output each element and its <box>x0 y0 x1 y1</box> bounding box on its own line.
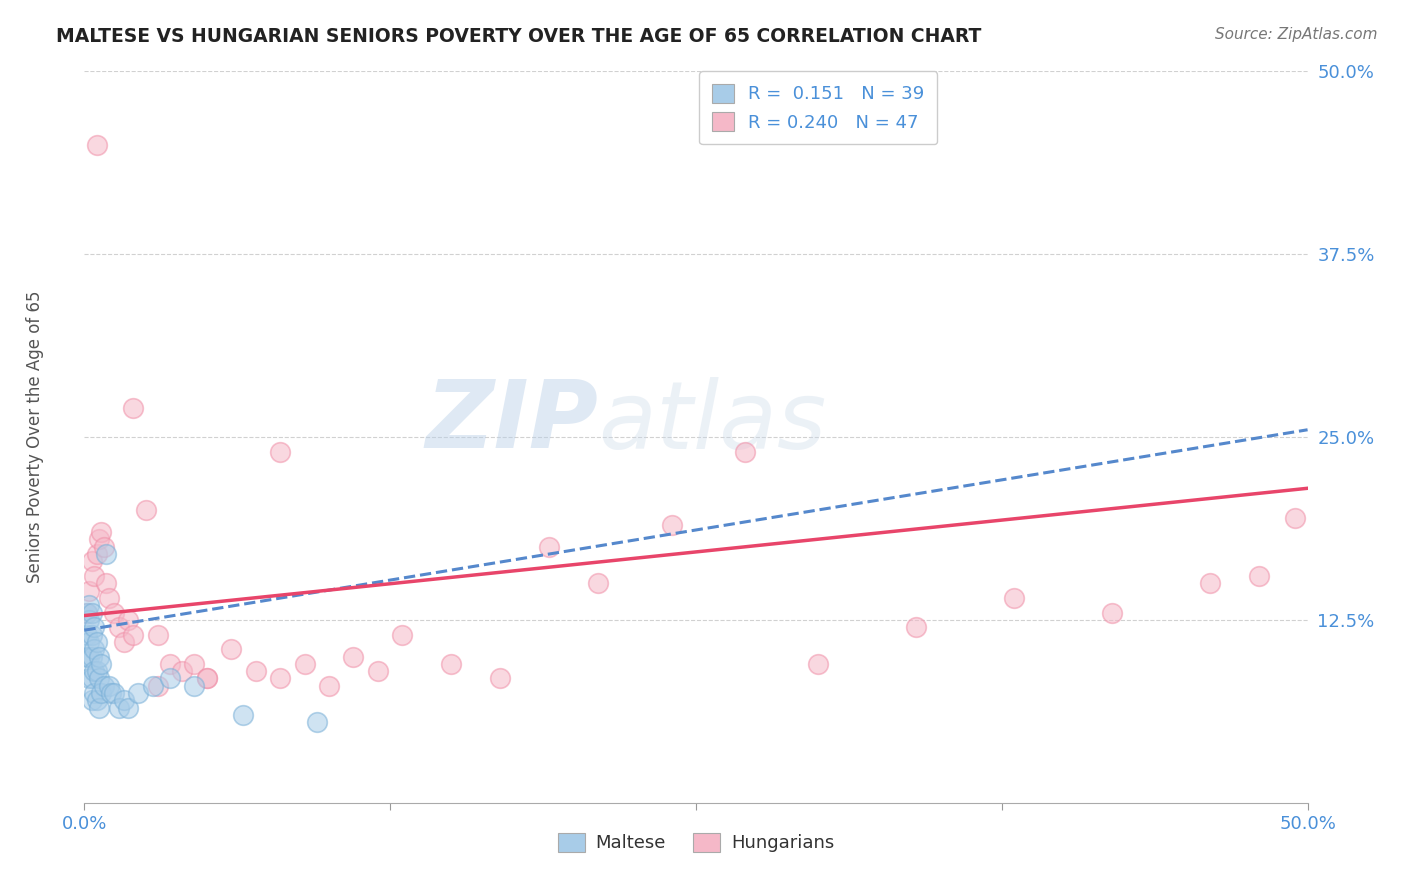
Point <box>107 620 129 634</box>
Point <box>93 679 115 693</box>
Text: ZIP: ZIP <box>425 376 598 468</box>
Point <box>103 606 125 620</box>
Point <box>90 525 112 540</box>
Point <box>80 554 103 568</box>
Point <box>734 444 756 458</box>
Point <box>1198 576 1220 591</box>
Point <box>97 591 120 605</box>
Point <box>219 642 242 657</box>
Point <box>1101 606 1123 620</box>
Point <box>87 672 110 686</box>
Point <box>122 627 145 641</box>
Point <box>77 635 100 649</box>
Text: atlas: atlas <box>598 377 827 468</box>
Point <box>146 679 169 693</box>
Point <box>87 533 110 547</box>
Point <box>100 686 122 700</box>
Point <box>195 672 218 686</box>
Point <box>112 635 135 649</box>
Point <box>97 679 120 693</box>
Point <box>76 606 98 620</box>
Point <box>146 627 169 641</box>
Point <box>318 679 340 693</box>
Point <box>367 664 389 678</box>
Point <box>86 664 108 678</box>
Point <box>86 137 108 152</box>
Point <box>183 657 205 671</box>
Point <box>135 503 157 517</box>
Point <box>80 606 103 620</box>
Point <box>77 613 100 627</box>
Point <box>159 672 181 686</box>
Point <box>90 657 112 671</box>
Text: MALTESE VS HUNGARIAN SENIORS POVERTY OVER THE AGE OF 65 CORRELATION CHART: MALTESE VS HUNGARIAN SENIORS POVERTY OVE… <box>56 27 981 45</box>
Point <box>117 613 139 627</box>
Point <box>122 401 145 415</box>
Point <box>112 693 135 707</box>
Point <box>107 700 129 714</box>
Point <box>661 517 683 532</box>
Point <box>77 583 100 598</box>
Point <box>90 686 112 700</box>
Point <box>86 547 108 561</box>
Point <box>80 627 103 641</box>
Point <box>127 686 149 700</box>
Point <box>142 679 165 693</box>
Point <box>80 693 103 707</box>
Point <box>1284 510 1306 524</box>
Point <box>538 540 561 554</box>
Point <box>86 635 108 649</box>
Point <box>83 686 105 700</box>
Point <box>586 576 609 591</box>
Point <box>80 672 103 686</box>
Point <box>489 672 512 686</box>
Point <box>83 569 105 583</box>
Point <box>80 649 103 664</box>
Point <box>1247 569 1270 583</box>
Point <box>87 700 110 714</box>
Point <box>83 664 105 678</box>
Point <box>96 547 118 561</box>
Point <box>117 700 139 714</box>
Point <box>86 693 108 707</box>
Point <box>391 627 413 641</box>
Point <box>77 649 100 664</box>
Point <box>83 620 105 634</box>
Text: Source: ZipAtlas.com: Source: ZipAtlas.com <box>1215 27 1378 42</box>
Text: Seniors Poverty Over the Age of 65: Seniors Poverty Over the Age of 65 <box>27 291 45 583</box>
Legend: Maltese, Hungarians: Maltese, Hungarians <box>551 826 841 860</box>
Point <box>159 657 181 671</box>
Point <box>245 664 267 678</box>
Point <box>76 649 98 664</box>
Point <box>269 444 291 458</box>
Point <box>269 672 291 686</box>
Point <box>1002 591 1025 605</box>
Point <box>77 672 100 686</box>
Point <box>342 649 364 664</box>
Point <box>96 576 118 591</box>
Point <box>232 708 254 723</box>
Point <box>103 686 125 700</box>
Point <box>93 540 115 554</box>
Point <box>183 679 205 693</box>
Point <box>172 664 194 678</box>
Point <box>294 657 316 671</box>
Point <box>195 672 218 686</box>
Point <box>905 620 928 634</box>
Point <box>76 627 98 641</box>
Point <box>83 642 105 657</box>
Point <box>305 715 328 730</box>
Point <box>87 649 110 664</box>
Point <box>76 606 98 620</box>
Point <box>440 657 463 671</box>
Point <box>77 599 100 613</box>
Point <box>807 657 830 671</box>
